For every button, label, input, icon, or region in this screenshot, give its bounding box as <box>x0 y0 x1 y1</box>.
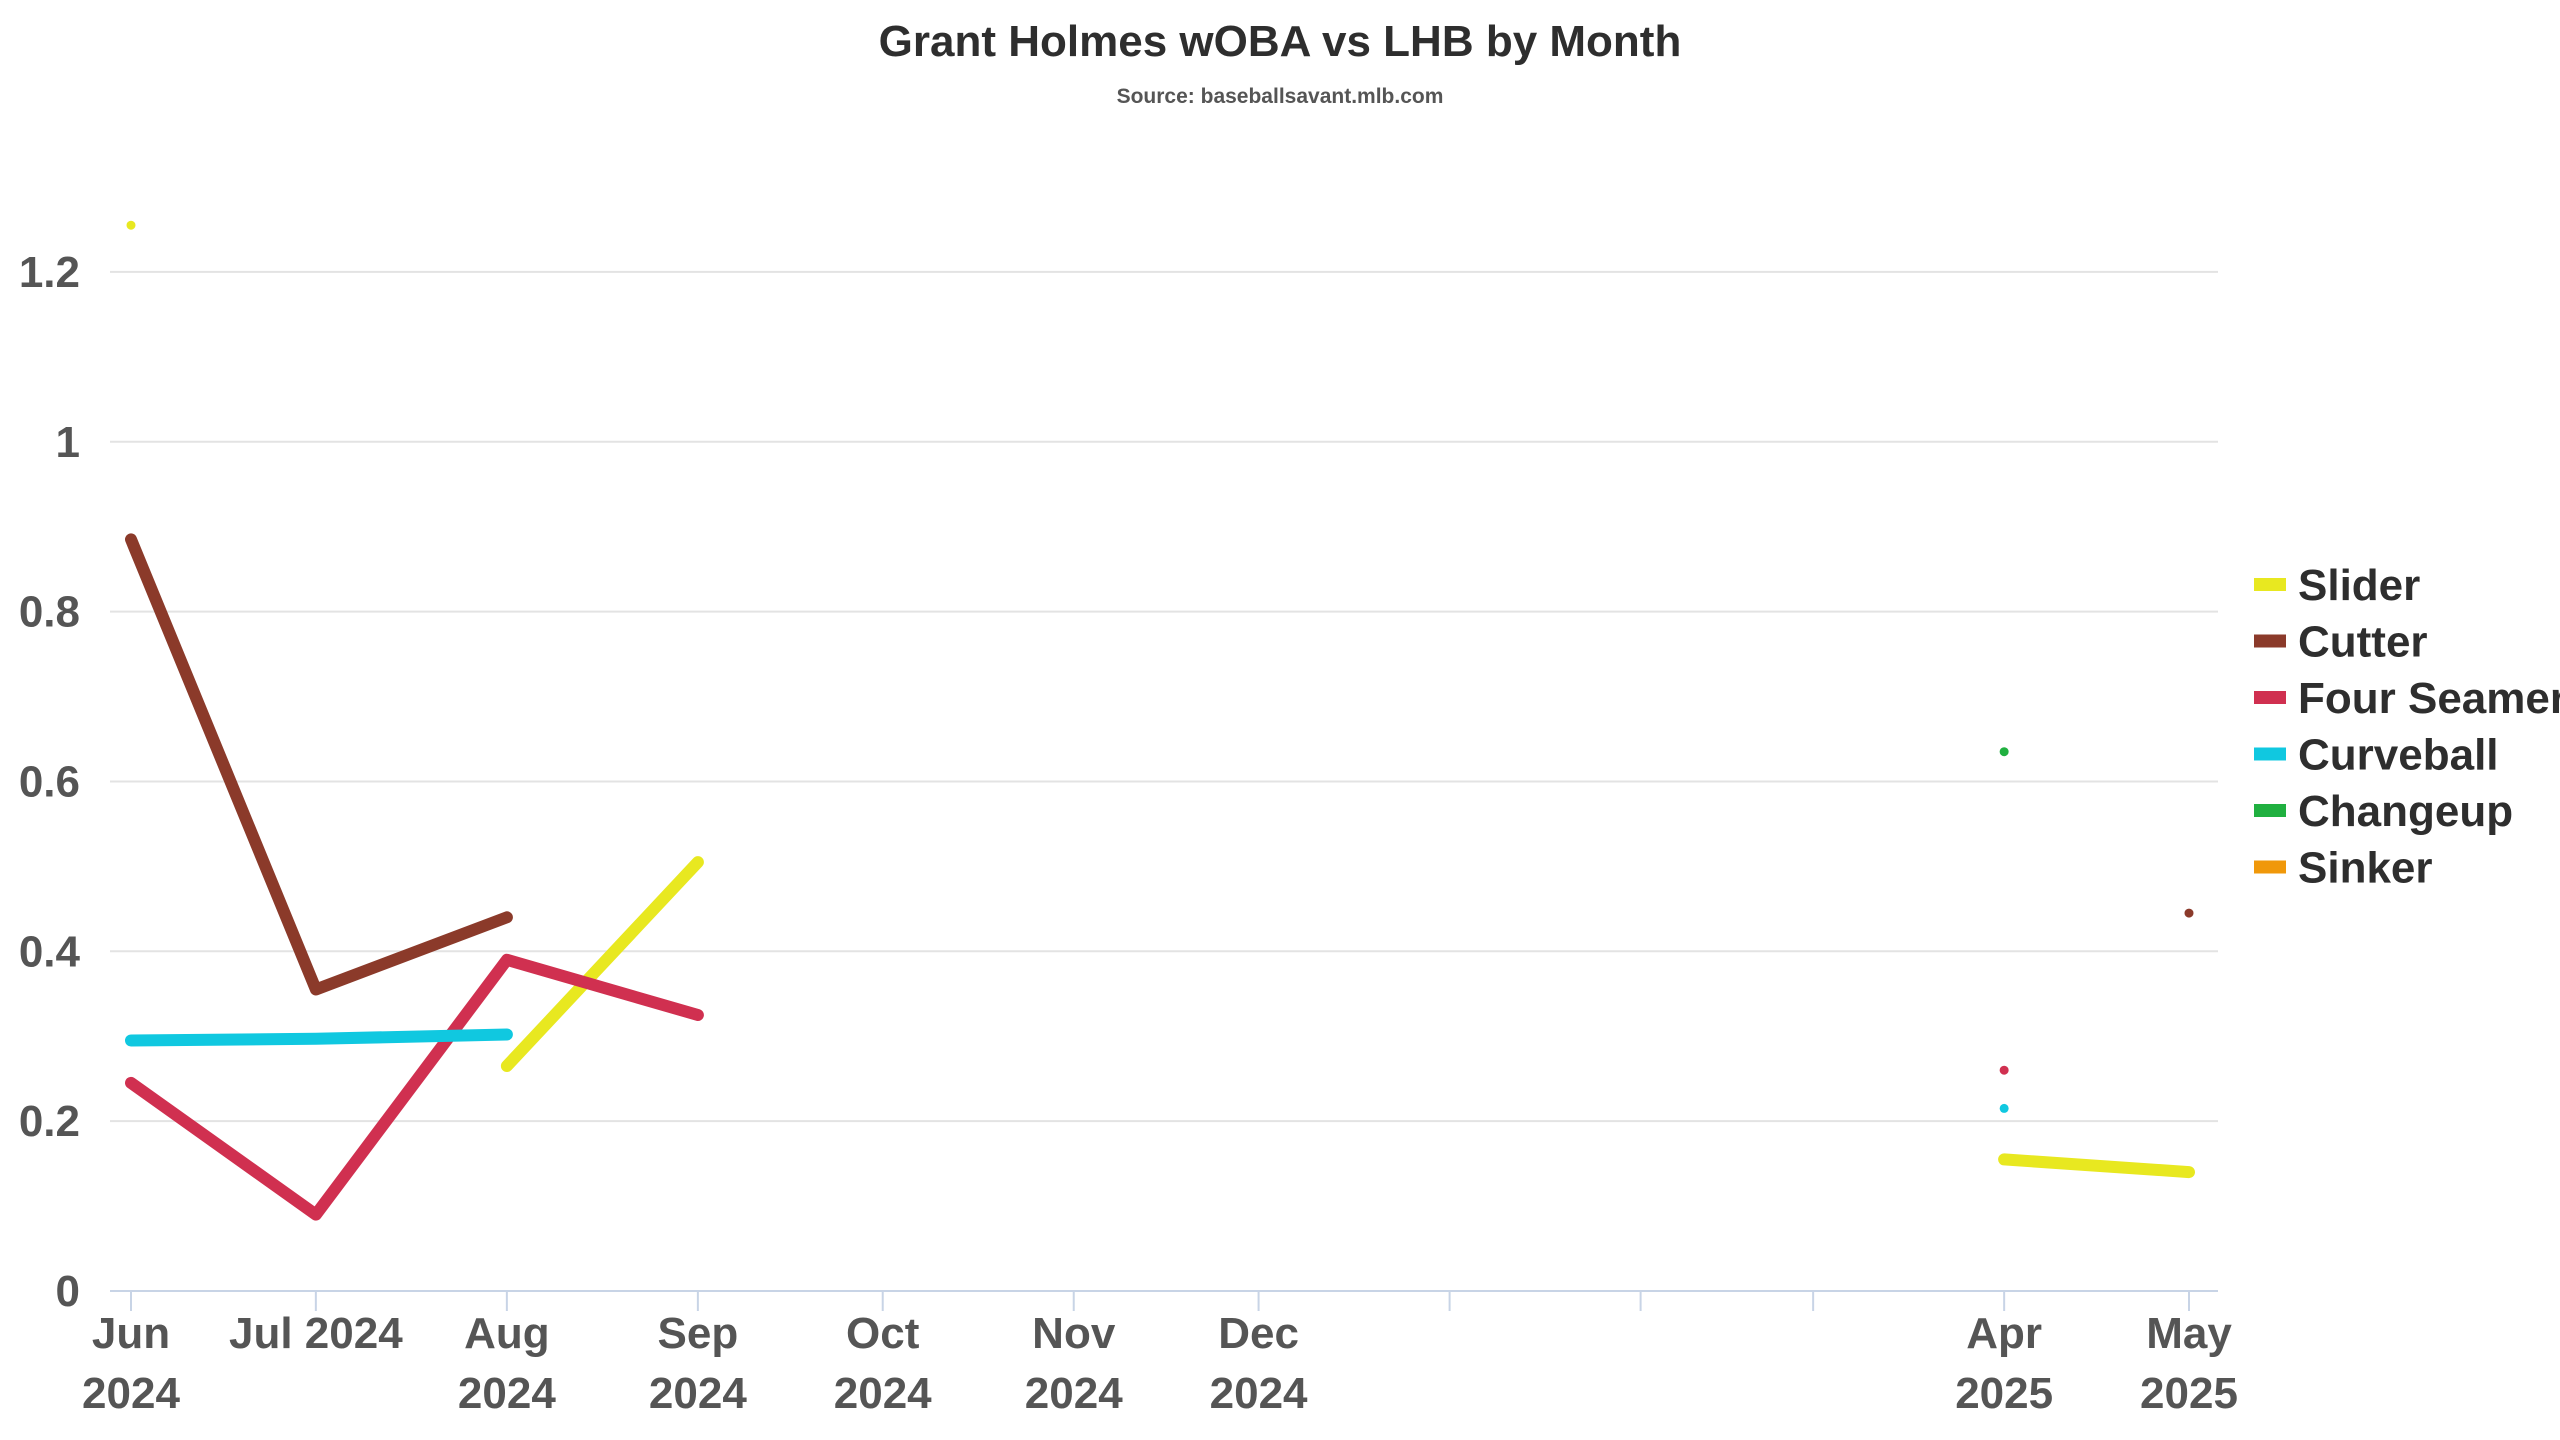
data-point-cutter <box>2184 908 2194 918</box>
y-tick-label: 0 <box>56 1267 80 1316</box>
legend-label-changeup: Changeup <box>2298 787 2513 836</box>
y-tick-label: 0.6 <box>19 757 80 806</box>
legend-label-sinker: Sinker <box>2298 844 2433 893</box>
x-tick-label: Jun 2024 <box>82 1309 180 1418</box>
x-tick-label: Nov 2024 <box>1025 1309 1123 1418</box>
series-changeup <box>1999 747 2009 757</box>
legend-swatch-slider <box>2254 578 2286 591</box>
legend-label-curveball: Curveball <box>2298 731 2499 780</box>
data-point-slider <box>126 220 136 230</box>
data-point-slider <box>505 1064 508 1067</box>
x-tick-label: Aug 2024 <box>458 1309 556 1418</box>
data-point-cutter <box>130 538 132 541</box>
legend-label-four-seamer: Four Seamer <box>2298 674 2560 723</box>
plot-area <box>125 220 2195 1221</box>
x-tick-label: Jul 2024 <box>229 1309 403 1358</box>
series-slider <box>126 220 2195 1179</box>
data-point-curveball <box>505 1033 508 1036</box>
x-tick-label: Dec 2024 <box>1210 1309 1308 1418</box>
series-cutter <box>125 533 2194 996</box>
x-tick-label: Sep 2024 <box>649 1309 747 1418</box>
x-axis: Jun 2024 Jul 2024 Aug 2024 Sep 2024 Oct 2024 Nov 2… <box>82 1290 2238 1418</box>
data-point-four-seamer <box>696 1014 699 1016</box>
legend-swatch-changeup <box>2254 804 2286 817</box>
gridlines <box>110 270 2218 1123</box>
data-point-cutter <box>505 916 508 919</box>
x-tick-label: Apr 2025 <box>1955 1309 2053 1418</box>
data-point-curveball <box>314 1037 317 1040</box>
data-point-four-seamer <box>505 958 508 961</box>
chart-title: Grant Holmes wOBA vs LHB by Month <box>879 17 1682 66</box>
y-tick-label: 0.4 <box>19 927 81 976</box>
data-point-slider <box>696 861 699 864</box>
series-curveball <box>125 1028 2009 1113</box>
series-line-slider <box>500 856 704 1072</box>
data-point-curveball <box>130 1039 132 1042</box>
legend-swatch-cutter <box>2254 634 2286 648</box>
y-axis: 0 0.2 0.4 0.6 0.8 1 1.2 <box>19 248 81 1316</box>
series-four-seamer <box>125 953 2009 1221</box>
data-point-four-seamer <box>314 1213 317 1216</box>
y-tick-label: 0.8 <box>19 588 80 637</box>
legend-label-cutter: Cutter <box>2298 618 2428 667</box>
data-point-changeup <box>1999 747 2009 757</box>
chart-subtitle: Source: baseballsavant.mlb.com <box>1117 85 1444 108</box>
legend-label-slider: Slider <box>2298 561 2420 610</box>
legend-swatch-curveball <box>2254 747 2286 761</box>
y-tick-label: 1 <box>56 418 80 467</box>
data-point-slider <box>2003 1158 2006 1161</box>
data-point-four-seamer <box>130 1081 132 1084</box>
data-point-slider <box>2188 1171 2190 1174</box>
series-line-curveball <box>125 1028 513 1047</box>
y-tick-label: 0.2 <box>19 1097 80 1146</box>
series-line-slider <box>1998 1153 2195 1179</box>
y-tick-label: 1.2 <box>19 248 80 297</box>
series-line-four-seamer <box>125 953 704 1221</box>
legend: Slider Cutter Four Seamer Curveball Changeup… <box>2254 561 2560 893</box>
x-tick-label: Oct 2024 <box>834 1309 932 1418</box>
legend-swatch-sinker <box>2254 860 2286 874</box>
series-line-cutter <box>125 533 513 996</box>
data-point-cutter <box>314 988 317 991</box>
data-point-four-seamer <box>1999 1065 2009 1075</box>
legend-swatch-four-seamer <box>2254 691 2286 704</box>
data-point-curveball <box>1999 1103 2009 1113</box>
x-tick-label: May 2025 <box>2140 1309 2238 1418</box>
